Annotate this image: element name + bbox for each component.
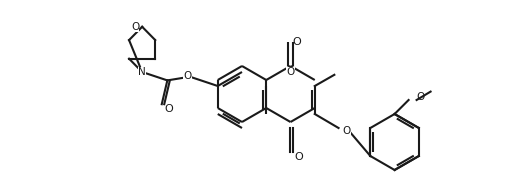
Text: O: O bbox=[164, 104, 173, 114]
Text: N: N bbox=[138, 67, 146, 77]
Text: O: O bbox=[286, 67, 295, 77]
Text: O: O bbox=[294, 152, 303, 162]
Text: O: O bbox=[131, 22, 139, 32]
Text: O: O bbox=[343, 126, 351, 136]
Text: O: O bbox=[184, 71, 192, 81]
Text: O: O bbox=[417, 92, 425, 102]
Text: O: O bbox=[292, 37, 301, 47]
